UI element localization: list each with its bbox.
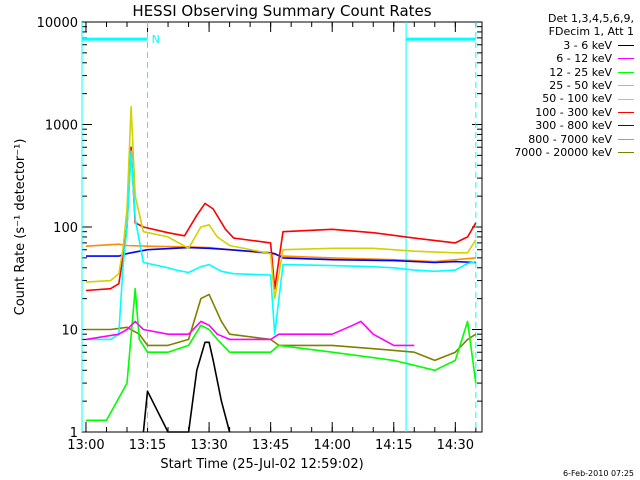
series-line <box>85 105 477 300</box>
legend-label: 3 - 6 keV <box>563 38 612 52</box>
legend-swatch <box>618 125 634 127</box>
legend-swatch <box>618 112 634 114</box>
y-axis-label: Count Rate (s⁻¹ detector⁻¹) <box>13 139 28 316</box>
legend-label: 7000 - 20000 keV <box>514 146 612 160</box>
x-tick-label: 14:00 <box>313 438 350 453</box>
series-line <box>86 287 477 422</box>
x-axis-label: Start Time (25-Jul-02 12:59:02) <box>160 457 363 472</box>
legend-entry: 6 - 12 keV <box>454 52 634 65</box>
x-tick-label: 13:15 <box>129 438 166 453</box>
x-tick-label: 13:45 <box>252 438 289 453</box>
legend-label: 12 - 25 keV <box>549 65 612 79</box>
x-tick-label: 14:30 <box>437 438 474 453</box>
series-line <box>142 341 231 433</box>
legend-entry: 25 - 50 keV <box>454 79 634 92</box>
legend-entry: 50 - 100 keV <box>454 92 634 105</box>
legend-label: 50 - 100 keV <box>542 92 612 106</box>
legend-label: 300 - 800 keV <box>535 119 612 133</box>
generation-timestamp: 6-Feb-2010 07:25 <box>563 469 634 478</box>
legend-swatch <box>618 85 634 87</box>
legend-swatch <box>618 58 634 60</box>
legend-swatch <box>618 98 634 100</box>
x-tick-label: 14:15 <box>375 438 412 453</box>
legend-header-line-1: Det 1,3,4,5,6,9, <box>547 12 634 25</box>
legend-entry: 800 - 7000 keV <box>454 133 634 146</box>
legend-entry: 7000 - 20000 keV <box>454 146 634 159</box>
legend-header-line-2: FDecim 1, Att 1 <box>548 25 634 39</box>
y-tick-label: 10000 <box>37 16 78 31</box>
series-line <box>86 150 476 341</box>
legend-swatch <box>618 71 634 73</box>
y-tick-label: 100 <box>53 221 78 236</box>
legend-label: 100 - 300 keV <box>535 105 612 119</box>
chart-title: HESSI Observing Summary Count Rates <box>132 2 431 20</box>
series-line <box>86 293 477 362</box>
legend-label: 6 - 12 keV <box>556 52 612 66</box>
series-line <box>85 146 477 292</box>
y-tick-label: 1000 <box>45 119 78 134</box>
legend-entry: 12 - 25 keV <box>454 66 634 79</box>
legend-entry: 100 - 300 keV <box>454 106 634 119</box>
y-tick-label: 1 <box>70 426 78 441</box>
legend-label: 800 - 7000 keV <box>528 132 612 146</box>
y-tick-label: 10 <box>61 324 78 339</box>
legend-swatch <box>618 152 634 154</box>
legend-entry: 3 - 6 keV <box>454 39 634 52</box>
x-tick-label: 13:00 <box>67 438 104 453</box>
x-tick-label: 13:30 <box>190 438 227 453</box>
series-line <box>85 320 415 347</box>
legend-entry: 300 - 800 keV <box>454 119 634 132</box>
annotation-label: N <box>152 33 160 46</box>
legend-swatch <box>618 138 634 140</box>
legend-label: 25 - 50 keV <box>549 79 612 93</box>
legend-swatch <box>618 45 634 47</box>
legend: Det 1,3,4,5,6,9, FDecim 1, Att 1 3 - 6 k… <box>454 12 634 159</box>
